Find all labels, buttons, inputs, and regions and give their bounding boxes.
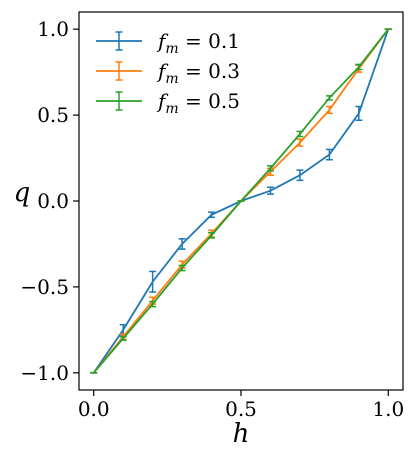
y-tick-label: 0.5 bbox=[37, 103, 69, 127]
error-bar bbox=[325, 95, 333, 101]
legend-label: fm = 0.1 bbox=[156, 29, 240, 57]
x-axis-label: h bbox=[233, 419, 250, 449]
legend-label: fm = 0.3 bbox=[156, 59, 240, 87]
error-bar bbox=[119, 335, 127, 341]
error-bar bbox=[325, 148, 333, 161]
error-bar bbox=[178, 238, 186, 250]
legend-item: fm = 0.3 bbox=[96, 59, 240, 87]
error-bar bbox=[149, 300, 157, 308]
legend-item: fm = 0.5 bbox=[96, 89, 240, 117]
error-bar bbox=[266, 165, 274, 172]
y-axis-label: q bbox=[14, 178, 31, 208]
error-bar bbox=[355, 105, 363, 121]
legend: fm = 0.1fm = 0.3fm = 0.5 bbox=[96, 29, 240, 117]
error-bar bbox=[266, 186, 274, 195]
error-bar bbox=[296, 138, 304, 147]
y-tick-label: −0.5 bbox=[20, 275, 69, 299]
x-tick-label: 0.0 bbox=[78, 397, 110, 421]
error-bar bbox=[355, 63, 363, 71]
error-bar bbox=[208, 211, 216, 219]
error-bar bbox=[296, 130, 304, 138]
x-axis: 0.0 0.5 1.0 bbox=[78, 390, 404, 421]
y-axis: −1.0 −0.5 0.0 0.5 1.0 bbox=[20, 17, 79, 385]
error-bar bbox=[296, 169, 304, 182]
legend-label: fm = 0.5 bbox=[156, 89, 240, 117]
error-bar bbox=[149, 270, 157, 293]
error-bar bbox=[325, 105, 333, 115]
y-tick-label: −1.0 bbox=[20, 361, 69, 385]
error-bar bbox=[208, 232, 216, 239]
y-tick-label: 0.0 bbox=[37, 189, 69, 213]
x-tick-label: 1.0 bbox=[372, 397, 404, 421]
series-3 bbox=[90, 28, 392, 374]
error-bar bbox=[178, 264, 186, 272]
series-layer bbox=[90, 28, 392, 374]
legend-item: fm = 0.1 bbox=[96, 29, 240, 57]
x-tick-label: 0.5 bbox=[225, 397, 257, 421]
y-tick-label: 1.0 bbox=[37, 17, 69, 41]
